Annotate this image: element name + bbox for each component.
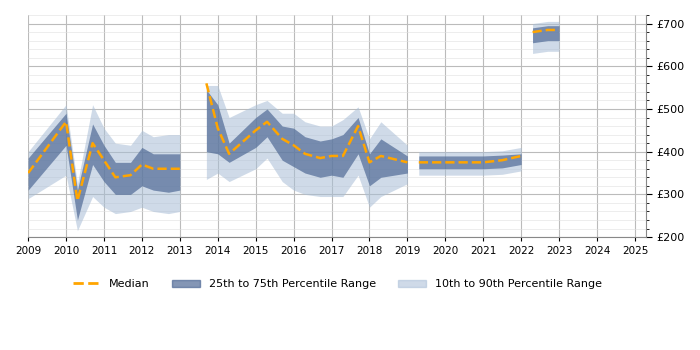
Legend: Median, 25th to 75th Percentile Range, 10th to 90th Percentile Range: Median, 25th to 75th Percentile Range, 1…	[68, 275, 606, 294]
